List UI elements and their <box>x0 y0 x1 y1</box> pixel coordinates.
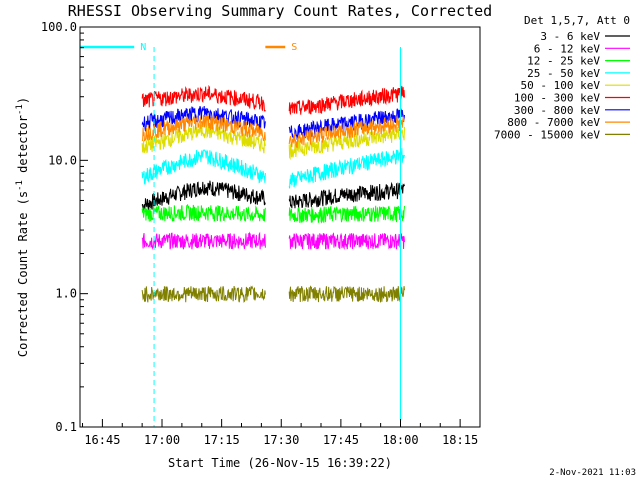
series-12-25keV <box>141 203 405 224</box>
plot-frame <box>79 26 481 428</box>
series-trace <box>141 180 266 212</box>
series-100-300keV <box>141 84 405 115</box>
legend-entry: 12 - 25 keV <box>527 55 630 68</box>
legend-entry: 7000 - 15000 keV <box>494 128 630 141</box>
legend-label: 100 - 300 keV <box>514 92 600 105</box>
legend-label: 12 - 25 keV <box>527 55 600 68</box>
x-tick-label: 16:45 <box>84 433 120 447</box>
series-trace <box>141 84 266 112</box>
series-trace <box>141 114 266 142</box>
x-axis-label: Start Time (26-Nov-15 16:39:22) <box>168 456 392 470</box>
legend-entry: 100 - 300 keV <box>514 92 630 105</box>
legend-header: Det 1,5,7, Att 0 <box>524 14 630 27</box>
legend-label: 3 - 6 keV <box>540 30 600 43</box>
legend-label: 50 - 100 keV <box>521 79 601 92</box>
legend-entry: 6 - 12 keV <box>534 42 630 55</box>
series-trace <box>288 181 405 209</box>
series-trace <box>288 148 405 189</box>
series-trace <box>141 149 266 185</box>
footer-date: 2-Nov-2021 11:03 <box>549 468 636 478</box>
series-trace <box>288 232 405 250</box>
x-tick-label: 18:00 <box>382 433 418 447</box>
series-7000-15000keV <box>141 284 405 303</box>
x-tick-label: 17:45 <box>323 433 359 447</box>
series-trace <box>141 285 266 303</box>
y-tick-label: 1.0 <box>55 287 77 301</box>
legend-label: 25 - 50 keV <box>527 67 600 80</box>
legend-entry: 3 - 6 keV <box>540 30 630 43</box>
y-tick-label: 10.0 <box>48 153 77 167</box>
chart-title: RHESSI Observing Summary Count Rates, Co… <box>68 2 492 20</box>
legend-label: 7000 - 15000 keV <box>494 128 600 141</box>
y-axis: 100.0 10.0 1.0 0.1 <box>41 20 88 434</box>
flag-N: N <box>80 42 402 427</box>
series-trace <box>288 205 405 224</box>
series-3-6keV <box>141 180 405 212</box>
legend-entry: 300 - 800 keV <box>514 104 630 117</box>
series-800-7000keV <box>141 114 405 148</box>
series-6-12keV <box>141 231 405 250</box>
series-trace <box>288 126 405 161</box>
x-tick-label: 18:15 <box>442 433 478 447</box>
flag-label: N <box>140 42 146 53</box>
x-tick-label: 17:15 <box>204 433 240 447</box>
series-trace <box>288 115 405 148</box>
legend-entry: 25 - 50 keV <box>527 67 630 80</box>
x-tick-label: 17:30 <box>263 433 299 447</box>
series-50-100keV <box>141 122 405 161</box>
series-trace <box>288 85 405 115</box>
flag-S: S <box>265 42 297 53</box>
y-tick-label: 0.1 <box>55 420 77 434</box>
legend-entry: 800 - 7000 keV <box>507 116 630 129</box>
series-trace <box>141 231 266 250</box>
series-trace <box>141 105 266 132</box>
series-trace <box>288 284 405 303</box>
legend-label: 6 - 12 keV <box>534 42 601 55</box>
y-tick-label: 100.0 <box>41 20 77 34</box>
x-axis: 16:45 17:00 17:15 17:30 17:45 18:00 18:15 <box>82 419 481 447</box>
series-trace <box>141 203 266 223</box>
legend-label: 300 - 800 keV <box>514 104 600 117</box>
legend-label: 800 - 7000 keV <box>507 116 600 129</box>
data-layer <box>141 84 405 303</box>
x-tick-label: 17:00 <box>144 433 180 447</box>
legend-entry: 50 - 100 keV <box>521 79 630 92</box>
flag-label: S <box>291 42 297 53</box>
y-axis-label: Corrected Count Rate (s-1 detector-1) <box>15 97 30 357</box>
series-trace <box>141 122 266 154</box>
series-25-50keV <box>141 148 405 189</box>
